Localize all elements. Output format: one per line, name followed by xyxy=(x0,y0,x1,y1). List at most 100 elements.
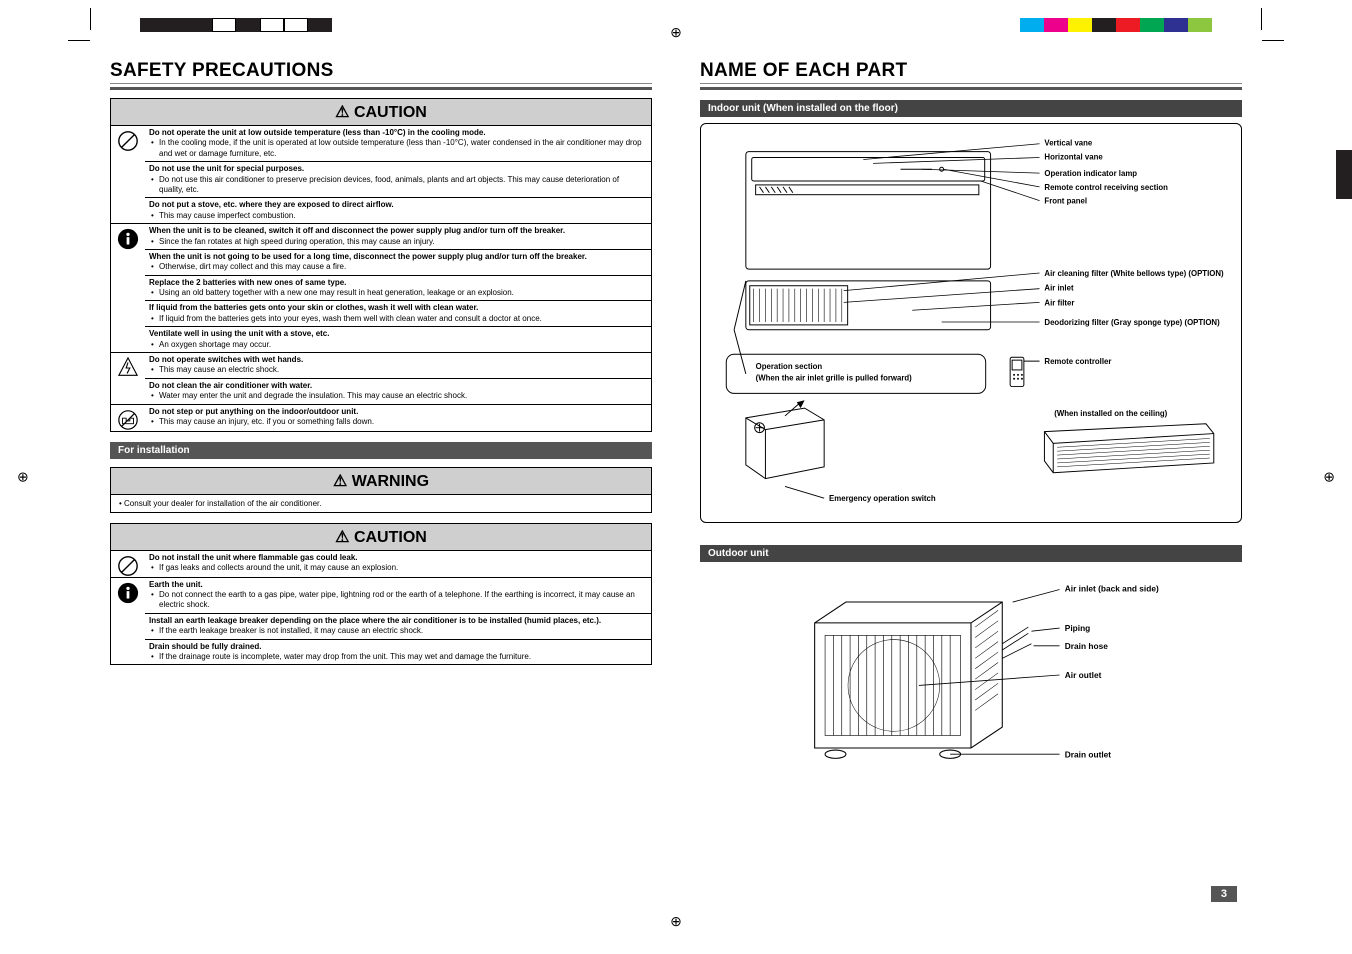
alert-entry-bullets: Do not connect the earth to a gas pipe, … xyxy=(149,590,645,611)
nostep-icon xyxy=(111,405,145,431)
svg-text:Vertical vane: Vertical vane xyxy=(1044,139,1093,148)
svg-text:Deodorizing filter (Gray spong: Deodorizing filter (Gray sponge type) (O… xyxy=(1044,318,1220,327)
safety-title: SAFETY PRECAUTIONS xyxy=(110,60,652,90)
outdoor-diagram: Air inlet (back and side) Piping Drain h… xyxy=(700,570,1242,780)
alert-entry: If liquid from the batteries gets onto y… xyxy=(145,300,651,326)
svg-text:Operation section: Operation section xyxy=(756,362,823,371)
outdoor-header: Outdoor unit xyxy=(700,545,1242,562)
alert-entry: Do not operate the unit at low outside t… xyxy=(145,126,651,161)
registration-mark-bottom: ⊕ xyxy=(670,913,682,930)
alert-entry-bullets: Water may enter the unit and degrade the… xyxy=(149,391,645,401)
shock-icon xyxy=(111,353,145,404)
alert-entry-title: When the unit is not going to be used fo… xyxy=(149,252,587,261)
alert-entry-bullets: Do not use this air conditioner to prese… xyxy=(149,175,645,196)
for-installation-header: For installation xyxy=(110,442,652,459)
svg-text:Piping: Piping xyxy=(1065,623,1090,633)
alert-bullet: Since the fan rotates at high speed duri… xyxy=(149,237,645,247)
color-bars-left xyxy=(140,18,332,32)
alert-entry-bullets: Since the fan rotates at high speed duri… xyxy=(149,237,645,247)
warning-header: ⚠ WARNING xyxy=(111,468,651,495)
parts-title: NAME OF EACH PART xyxy=(700,60,1242,90)
alert-row: Earth the unit.Do not connect the earth … xyxy=(111,578,651,665)
prohibit-icon xyxy=(111,551,145,577)
alert-entry-bullets: Using an old battery together with a new… xyxy=(149,288,645,298)
alert-entry: When the unit is not going to be used fo… xyxy=(145,249,651,275)
alert-entry: Do not step or put anything on the indoo… xyxy=(145,405,651,430)
alert-bullet: This may cause imperfect combustion. xyxy=(149,211,645,221)
alert-entry-title: Do not put a stove, etc. where they are … xyxy=(149,200,394,209)
alert-entry-title: Do not operate switches with wet hands. xyxy=(149,355,303,364)
alert-entry-bullets: An oxygen shortage may occur. xyxy=(149,340,645,350)
caution-box: ⚠ CAUTION Do not operate the unit at low… xyxy=(110,98,652,432)
alert-bullet: In the cooling mode, if the unit is oper… xyxy=(149,138,645,159)
indoor-diagram: Operation section (When the air inlet gr… xyxy=(700,123,1242,523)
alert-entry: Do not operate switches with wet hands.T… xyxy=(145,353,651,378)
registration-mark-right: ⊕ xyxy=(1323,469,1335,486)
alert-entry-title: Ventilate well in using the unit with a … xyxy=(149,329,329,338)
alert-entry-bullets: If the earth leakage breaker is not inst… xyxy=(149,626,645,636)
registration-mark-top: ⊕ xyxy=(670,24,682,41)
mandatory-icon xyxy=(111,224,145,352)
svg-text:Remote controller: Remote controller xyxy=(1044,357,1111,366)
caution2-header: ⚠ CAUTION xyxy=(111,524,651,551)
alert-entry-bullets: This may cause imperfect combustion. xyxy=(149,211,645,221)
alert-text-col: Do not step or put anything on the indoo… xyxy=(145,405,651,431)
svg-text:Air inlet: Air inlet xyxy=(1044,284,1074,293)
svg-text:Remote control receiving secti: Remote control receiving section xyxy=(1044,183,1168,192)
svg-text:Drain outlet: Drain outlet xyxy=(1065,749,1111,759)
alert-row: Do not operate switches with wet hands.T… xyxy=(111,353,651,405)
alert-text-col: Earth the unit.Do not connect the earth … xyxy=(145,578,651,665)
svg-text:Operation indicator lamp: Operation indicator lamp xyxy=(1044,169,1137,178)
alert-entry: When the unit is to be cleaned, switch i… xyxy=(145,224,651,249)
alert-row: Do not operate the unit at low outside t… xyxy=(111,126,651,224)
caution-header: ⚠ CAUTION xyxy=(111,99,651,126)
outdoor-svg: Air inlet (back and side) Piping Drain h… xyxy=(700,570,1242,780)
alert-entry-title: Do not operate the unit at low outside t… xyxy=(149,128,486,137)
indoor-svg: Operation section (When the air inlet gr… xyxy=(711,134,1231,506)
alert-row: When the unit is to be cleaned, switch i… xyxy=(111,224,651,353)
svg-text:Front panel: Front panel xyxy=(1044,197,1087,206)
alert-bullet: Water may enter the unit and degrade the… xyxy=(149,391,645,401)
svg-text:(When the air inlet grille is: (When the air inlet grille is pulled for… xyxy=(756,374,913,383)
svg-text:Emergency operation switch: Emergency operation switch xyxy=(829,494,936,503)
alert-row: Do not step or put anything on the indoo… xyxy=(111,405,651,431)
crop-mark xyxy=(68,40,90,41)
alert-entry-title: Do not step or put anything on the indoo… xyxy=(149,407,358,416)
alert-entry: Do not clean the air conditioner with wa… xyxy=(145,378,651,404)
crop-mark xyxy=(90,8,91,30)
indoor-header: Indoor unit (When installed on the floor… xyxy=(700,100,1242,117)
alert-entry-title: Do not clean the air conditioner with wa… xyxy=(149,381,312,390)
alert-bullet: If liquid from the batteries gets into y… xyxy=(149,314,645,324)
svg-text:Air filter: Air filter xyxy=(1044,298,1074,307)
alert-text-col: Do not operate switches with wet hands.T… xyxy=(145,353,651,404)
crop-mark xyxy=(1261,8,1262,30)
alert-entry-title: When the unit is to be cleaned, switch i… xyxy=(149,226,565,235)
caution2-box: ⚠ CAUTION Do not install the unit where … xyxy=(110,523,652,666)
alert-bullet: If gas leaks and collects around the uni… xyxy=(149,563,645,573)
alert-entry: Do not install the unit where flammable … xyxy=(145,551,651,576)
alert-entry-title: Do not use the unit for special purposes… xyxy=(149,164,304,173)
alert-text-col: Do not install the unit where flammable … xyxy=(145,551,651,577)
alert-bullet: Using an old battery together with a new… xyxy=(149,288,645,298)
alert-bullet: This may cause an injury, etc. if you or… xyxy=(149,417,645,427)
alert-entry-bullets: If liquid from the batteries gets into y… xyxy=(149,314,645,324)
alert-bullet: An oxygen shortage may occur. xyxy=(149,340,645,350)
alert-entry-bullets: If the drainage route is incomplete, wat… xyxy=(149,652,645,662)
alert-row: Do not install the unit where flammable … xyxy=(111,551,651,578)
alert-bullet: This may cause an electric shock. xyxy=(149,365,645,375)
right-column: NAME OF EACH PART Indoor unit (When inst… xyxy=(700,60,1242,780)
alert-entry: Install an earth leakage breaker dependi… xyxy=(145,613,651,639)
alert-text-col: Do not operate the unit at low outside t… xyxy=(145,126,651,223)
alert-entry-title: Replace the 2 batteries with new ones of… xyxy=(149,278,346,287)
alert-entry-bullets: If gas leaks and collects around the uni… xyxy=(149,563,645,573)
svg-text:Horizontal vane: Horizontal vane xyxy=(1044,152,1103,161)
svg-text:Air outlet: Air outlet xyxy=(1065,670,1102,680)
svg-text:Drain hose: Drain hose xyxy=(1065,641,1108,651)
alert-bullet: Do not connect the earth to a gas pipe, … xyxy=(149,590,645,611)
svg-text:Air cleaning filter (White bel: Air cleaning filter (White bellows type)… xyxy=(1044,269,1224,278)
left-column: SAFETY PRECAUTIONS ⚠ CAUTION Do not oper… xyxy=(110,60,652,780)
alert-entry-bullets: This may cause an electric shock. xyxy=(149,365,645,375)
svg-text:Air inlet (back and side): Air inlet (back and side) xyxy=(1065,584,1159,594)
crop-mark xyxy=(1262,40,1284,41)
alert-entry-bullets: Otherwise, dirt may collect and this may… xyxy=(149,262,645,272)
